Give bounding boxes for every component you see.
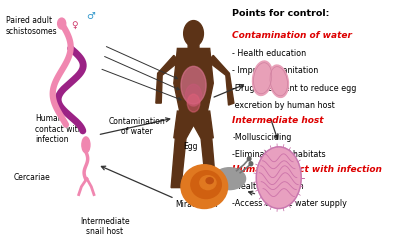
Text: Human contact with infection: Human contact with infection (232, 165, 382, 174)
Text: ♀: ♀ (71, 21, 78, 30)
Polygon shape (212, 170, 244, 189)
Polygon shape (171, 135, 186, 188)
Text: -Drug treatment to reduce egg: -Drug treatment to reduce egg (232, 84, 356, 93)
Text: -Access to safe water supply: -Access to safe water supply (232, 199, 347, 208)
Ellipse shape (184, 21, 204, 46)
Polygon shape (174, 48, 213, 113)
Polygon shape (156, 55, 179, 103)
Text: Paired adult
schistosomes: Paired adult schistosomes (6, 16, 58, 36)
Text: Egg: Egg (184, 142, 198, 151)
Ellipse shape (181, 165, 228, 208)
Ellipse shape (187, 94, 200, 112)
Ellipse shape (181, 66, 206, 104)
Text: -Health education: -Health education (232, 182, 304, 191)
Ellipse shape (82, 137, 90, 153)
Text: Intermediate
snail host: Intermediate snail host (80, 217, 130, 236)
Polygon shape (174, 111, 213, 138)
Text: Human
contact with
infection: Human contact with infection (35, 114, 82, 144)
Ellipse shape (206, 178, 213, 184)
Text: - Health education: - Health education (232, 49, 306, 58)
Ellipse shape (191, 171, 221, 199)
FancyBboxPatch shape (188, 35, 199, 49)
Ellipse shape (58, 18, 66, 29)
Ellipse shape (200, 176, 216, 190)
Text: excretion by human host: excretion by human host (232, 101, 335, 110)
Text: Miracidium: Miracidium (175, 200, 218, 209)
Text: -Elimination of habitats: -Elimination of habitats (232, 150, 326, 159)
Polygon shape (208, 55, 234, 105)
Text: Contamination
of water: Contamination of water (109, 117, 166, 136)
Ellipse shape (256, 147, 301, 208)
Ellipse shape (213, 168, 246, 190)
Text: Points for control:: Points for control: (232, 9, 330, 18)
Text: -Mollusciciding: -Mollusciciding (232, 133, 292, 142)
Ellipse shape (247, 157, 251, 161)
Ellipse shape (186, 84, 202, 106)
Text: ♂: ♂ (86, 11, 95, 21)
Text: Contamination of water: Contamination of water (232, 31, 352, 40)
Ellipse shape (252, 61, 273, 95)
Ellipse shape (269, 65, 288, 97)
Text: Intermediate host: Intermediate host (232, 116, 324, 125)
Ellipse shape (249, 162, 253, 166)
Polygon shape (201, 135, 216, 188)
Text: Cercariae: Cercariae (13, 174, 50, 182)
Text: - Improved sanitation: - Improved sanitation (232, 66, 318, 75)
